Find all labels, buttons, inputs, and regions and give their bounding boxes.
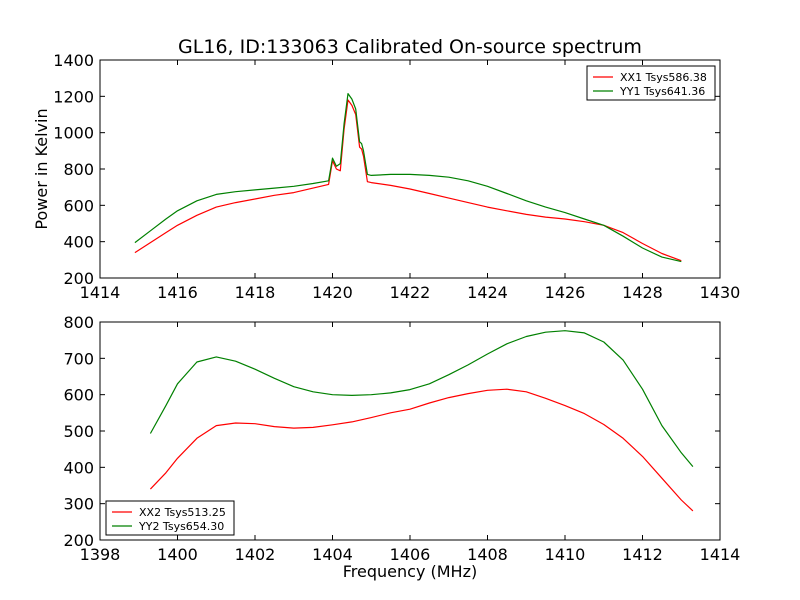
top-x-tick-label: 1422 xyxy=(390,283,431,302)
bottom-x-tick-label: 1408 xyxy=(467,545,508,564)
top-legend-box xyxy=(586,65,716,101)
bottom-x-tick-label: 1400 xyxy=(157,545,198,564)
bottom-series-line-0 xyxy=(149,388,694,512)
bottom-legend-label-1: YY2 Tsys654.30 xyxy=(138,520,224,533)
chart-panels: 1414 1416 1418 1420 1422 1424 1426 1428 1430 200 4… xyxy=(32,51,740,564)
bottom-y-tick-label: 300 xyxy=(63,495,94,514)
top-y-tick-label: 1400 xyxy=(53,51,94,70)
bottom-y-tick-label: 600 xyxy=(63,386,94,405)
top-y-tick-label: 1000 xyxy=(53,124,94,143)
bottom-x-tick-label: 1412 xyxy=(622,545,663,564)
top-y-tick-label: 400 xyxy=(63,233,94,252)
top-x-tick-label: 1418 xyxy=(235,283,276,302)
top-x-tick-label: 1430 xyxy=(700,283,741,302)
bottom-y-tick-label: 200 xyxy=(63,531,94,550)
bottom-panel: 1398 1400 1402 1404 1406 1408 1410 1412 1414 200 3… xyxy=(63,313,740,564)
bottom-y-tick-label: 800 xyxy=(63,313,94,332)
top-series-line-1 xyxy=(134,92,682,263)
top-x-tick-label: 1428 xyxy=(622,283,663,302)
top-x-tick-label: 1424 xyxy=(467,283,508,302)
bottom-y-tick-label: 700 xyxy=(63,349,94,368)
bottom-series-group xyxy=(149,330,694,512)
bottom-x-tick-label: 1404 xyxy=(312,545,353,564)
x-axis-label: Frequency (MHz) xyxy=(343,562,477,581)
bottom-legend-label-0: XX2 Tsys513.25 xyxy=(139,506,226,519)
top-series-line-0 xyxy=(134,99,682,262)
top-panel: 1414 1416 1418 1420 1422 1424 1426 1428 1430 200 4… xyxy=(32,51,740,302)
top-y-tick-label: 800 xyxy=(63,160,94,179)
top-legend-label-1: YY1 Tsys641.36 xyxy=(619,85,705,98)
bottom-y-tick-label: 500 xyxy=(63,422,94,441)
top-legend-label-0: XX1 Tsys586.38 xyxy=(620,71,707,84)
bottom-series-line-1 xyxy=(149,330,694,467)
bottom-legend-box xyxy=(105,500,235,536)
top-x-tick-label: 1416 xyxy=(157,283,198,302)
top-x-tick-label: 1420 xyxy=(312,283,353,302)
bottom-x-tick-label: 1414 xyxy=(700,545,741,564)
chart-title: GL16, ID:133063 Calibrated On-source spe… xyxy=(178,36,642,58)
top-y-axis-label: Power in Kelvin xyxy=(32,108,51,229)
bottom-y-tick-label: 400 xyxy=(63,458,94,477)
top-y-tick-label: 600 xyxy=(63,196,94,215)
top-y-tick-label: 200 xyxy=(63,269,94,288)
bottom-x-tick-label: 1398 xyxy=(80,545,121,564)
top-y-tick-label: 1200 xyxy=(53,87,94,106)
top-x-tick-label: 1414 xyxy=(80,283,121,302)
bottom-x-tick-label: 1410 xyxy=(545,545,586,564)
bottom-x-tick-label: 1402 xyxy=(235,545,276,564)
bottom-x-tick-label: 1406 xyxy=(390,545,431,564)
top-x-tick-label: 1426 xyxy=(545,283,586,302)
top-series-group xyxy=(134,92,682,263)
